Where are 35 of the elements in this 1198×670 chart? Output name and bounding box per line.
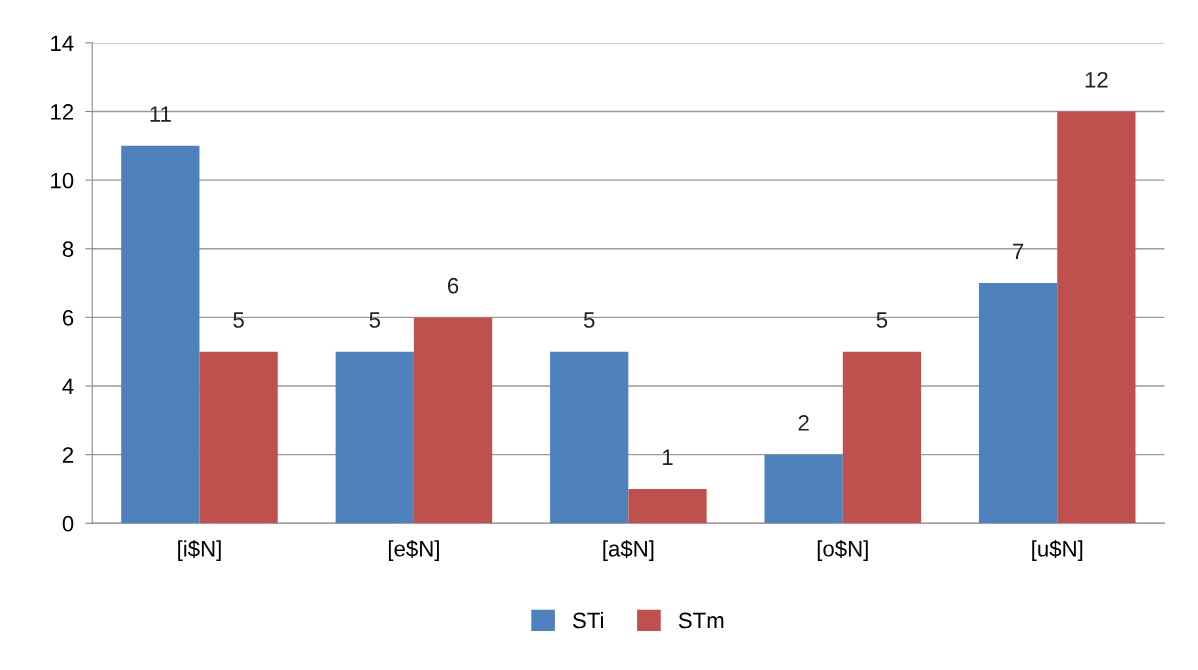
y-tick-label: 0 xyxy=(62,515,74,532)
x-tick-label: [a$N] xyxy=(603,539,654,561)
legend-label: STi xyxy=(572,611,603,629)
bar xyxy=(842,351,922,524)
data-label: 5 xyxy=(233,312,244,328)
x-tick-label: [o$N] xyxy=(817,539,868,561)
y-tick-label: 6 xyxy=(62,309,74,326)
data-label: 2 xyxy=(798,415,809,431)
y-tick-label: 12 xyxy=(51,104,74,120)
data-label: 7 xyxy=(1013,243,1024,260)
data-label: 5 xyxy=(369,312,381,328)
data-label: 5 xyxy=(583,312,595,328)
data-label: 6 xyxy=(447,277,459,294)
y-tick-label: 2 xyxy=(62,447,74,463)
bar xyxy=(199,351,278,524)
x-tick-label: [i$N] xyxy=(178,539,221,561)
bar xyxy=(413,317,493,524)
y-tick-label: 14 xyxy=(51,35,74,51)
y-tick-label: 8 xyxy=(62,241,74,258)
y-tick-label: 10 xyxy=(51,172,74,189)
legend-label: STm xyxy=(678,612,724,629)
bar xyxy=(335,351,414,524)
bar xyxy=(121,145,200,524)
data-label: 11 xyxy=(150,106,171,122)
data-label: 5 xyxy=(876,312,888,328)
data-label: 12 xyxy=(1085,71,1108,88)
bar xyxy=(550,351,629,524)
data-label: 1 xyxy=(663,449,673,465)
bar xyxy=(978,283,1058,524)
bar xyxy=(1057,111,1136,524)
x-tick-label: [u$N] xyxy=(1032,539,1083,561)
x-tick-label: [e$N] xyxy=(388,539,439,561)
bar xyxy=(764,454,843,524)
y-tick-label: 4 xyxy=(62,378,74,395)
bar xyxy=(628,488,707,524)
